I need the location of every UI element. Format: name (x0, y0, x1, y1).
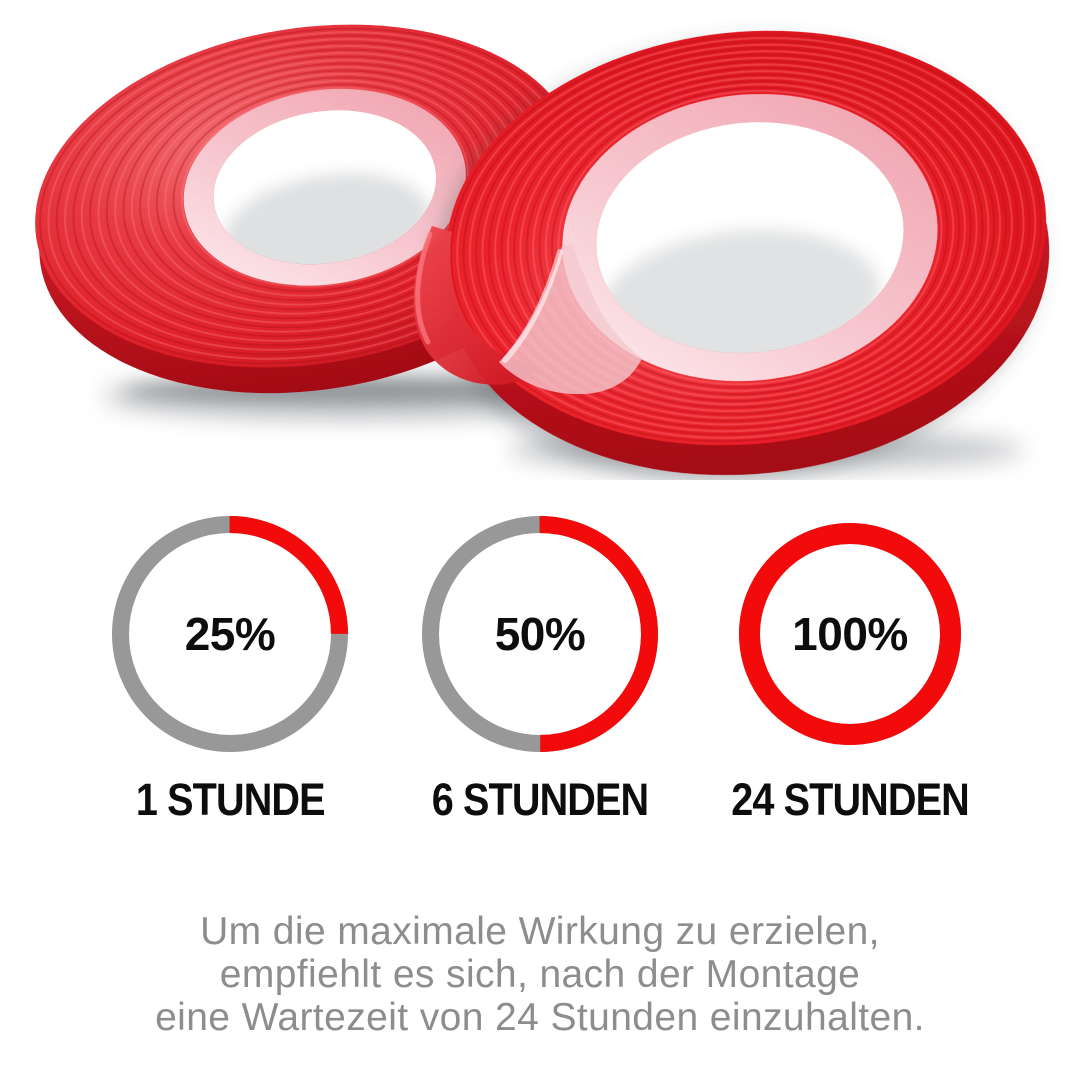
donut-caption: 1 STUNDE (135, 774, 326, 825)
tape-end-flap (413, 226, 642, 395)
donut-caption: 24 STUNDEN (731, 774, 970, 825)
instruction-line: empfiehlt es sich, nach der Montage (219, 953, 861, 996)
donut-percent-label: 50% (494, 608, 586, 660)
instruction-line: Um die maximale Wirkung zu erzielen, (200, 910, 880, 953)
progress-item-1-stunde: 25% 1 STUNDE (90, 516, 370, 826)
donut-ring (739, 523, 961, 745)
donut-chart-25: 25% (112, 516, 348, 752)
progress-item-6-stunden: 50% 6 STUNDEN (400, 516, 680, 826)
progress-item-24-stunden: 100% 24 STUNDEN (710, 516, 990, 826)
donut-percent-label: 25% (184, 608, 276, 660)
donut-chart-100: 100% (732, 516, 968, 752)
progress-section: 25% 1 STUNDE 50% 6 STUNDEN 100% 24 STUND… (90, 516, 1080, 826)
donut-caption: 6 STUNDEN (431, 774, 649, 825)
donut-ring (112, 516, 348, 752)
product-photo-tape-rolls (0, 0, 1080, 480)
instruction-line: eine Wartezeit von 24 Stunden einzuhalte… (155, 996, 925, 1039)
tape-rolls-illustration (35, 24, 1050, 476)
donut-ring (422, 516, 658, 752)
instruction-text: Um die maximale Wirkung zu erzielen, emp… (0, 910, 1080, 1039)
donut-chart-50: 50% (422, 516, 658, 752)
donut-percent-label: 100% (792, 608, 908, 660)
